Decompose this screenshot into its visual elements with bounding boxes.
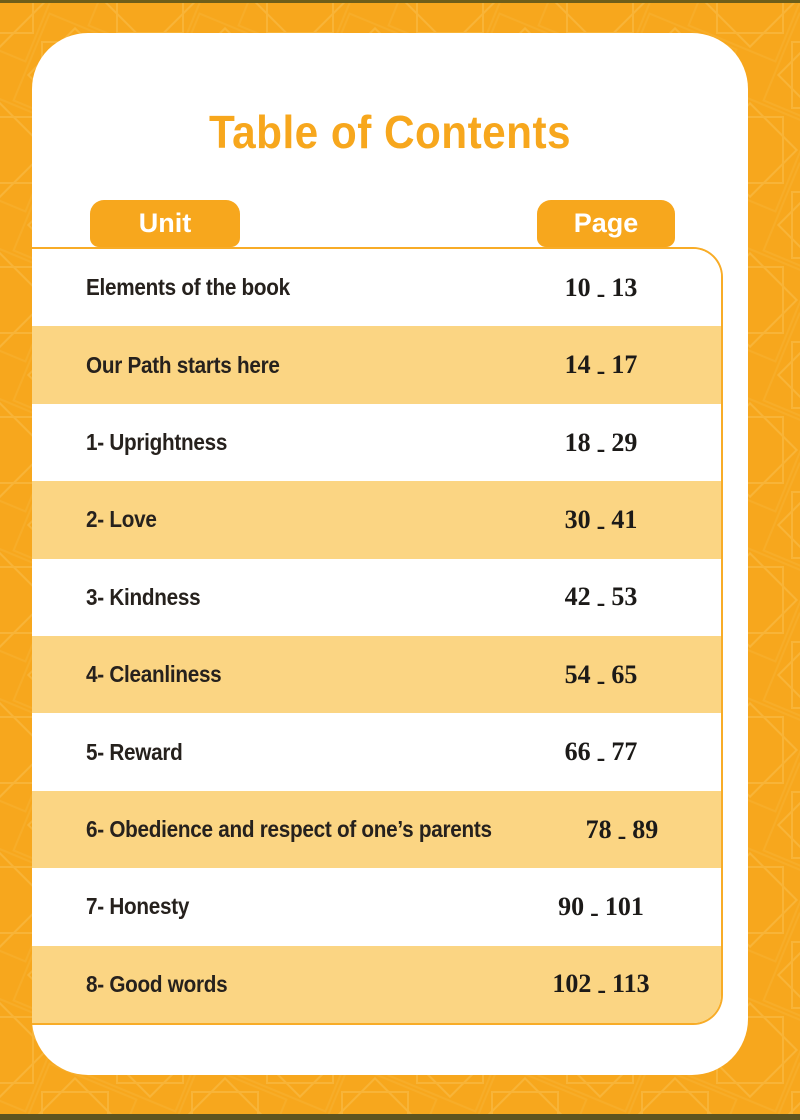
page-range-dash: -	[596, 588, 606, 618]
page-top-edge	[0, 0, 800, 3]
page-range: 18-29	[564, 427, 638, 463]
unit-label: 4- Cleanliness	[86, 661, 222, 688]
toc-row-obedience-and-respect: 6- Obedience and respect of one’s parent…	[32, 790, 721, 869]
unit-label: 8- Good words	[86, 970, 228, 997]
unit-label: 7- Honesty	[86, 893, 190, 920]
unit-label: 3- Kindness	[86, 583, 201, 610]
toc-row-elements-of-the-book: Elements of the book 10-13	[32, 249, 721, 327]
toc-table: Elements of the book 10-13 Our Path star…	[32, 247, 723, 1025]
toc-row-uprightness: 1- Uprightness 18-29	[32, 403, 721, 482]
page-range: 78-89	[585, 814, 659, 850]
contents-card: Table of Contents Unit Page Elements of …	[32, 33, 748, 1075]
unit-label: Elements of the book	[86, 274, 290, 301]
page-range: 66-77	[564, 737, 638, 773]
unit-label: 1- Uprightness	[86, 429, 228, 456]
page-range-dash: -	[596, 433, 606, 463]
unit-column-header: Unit	[90, 200, 240, 247]
toc-row-honesty: 7- Honesty 90-101	[32, 868, 721, 946]
page-range-dash: -	[596, 743, 606, 773]
page-range-dash: -	[596, 278, 606, 308]
page-column-header: Page	[537, 200, 675, 247]
page-range: 10-13	[564, 272, 638, 308]
toc-row-kindness: 3- Kindness 42-53	[32, 558, 721, 637]
toc-row-good-words: 8- Good words 102-113	[32, 945, 721, 1023]
page-range-dash: -	[597, 975, 607, 1005]
page-range-dash: -	[617, 820, 627, 850]
page-range-dash: -	[596, 510, 606, 540]
unit-label: Our Path starts here	[86, 351, 280, 378]
page-title: Table of Contents	[208, 106, 572, 158]
toc-row-love: 2- Love 30-41	[32, 481, 721, 559]
unit-column-header-label: Unit	[138, 208, 192, 238]
page-column-header-label: Page	[573, 208, 639, 238]
page-range: 90-101	[558, 891, 644, 927]
page-range: 42-53	[564, 582, 638, 618]
toc-row-reward: 5- Reward 66-77	[32, 713, 721, 791]
page-range: 102-113	[552, 969, 650, 1005]
page-range: 54-65	[564, 659, 638, 695]
page-range: 14-17	[564, 350, 638, 386]
toc-row-cleanliness: 4- Cleanliness 54-65	[32, 636, 721, 714]
page-range-dash: -	[596, 356, 606, 386]
page-range-dash: -	[590, 897, 599, 927]
page-bottom-edge	[0, 1114, 800, 1120]
page-range-dash: -	[596, 665, 606, 695]
unit-label: 2- Love	[86, 506, 157, 533]
unit-label: 6- Obedience and respect of one’s parent…	[86, 816, 492, 843]
toc-row-our-path-starts-here: Our Path starts here 14-17	[32, 326, 721, 404]
page-range: 30-41	[564, 504, 638, 540]
unit-label: 5- Reward	[86, 738, 183, 765]
